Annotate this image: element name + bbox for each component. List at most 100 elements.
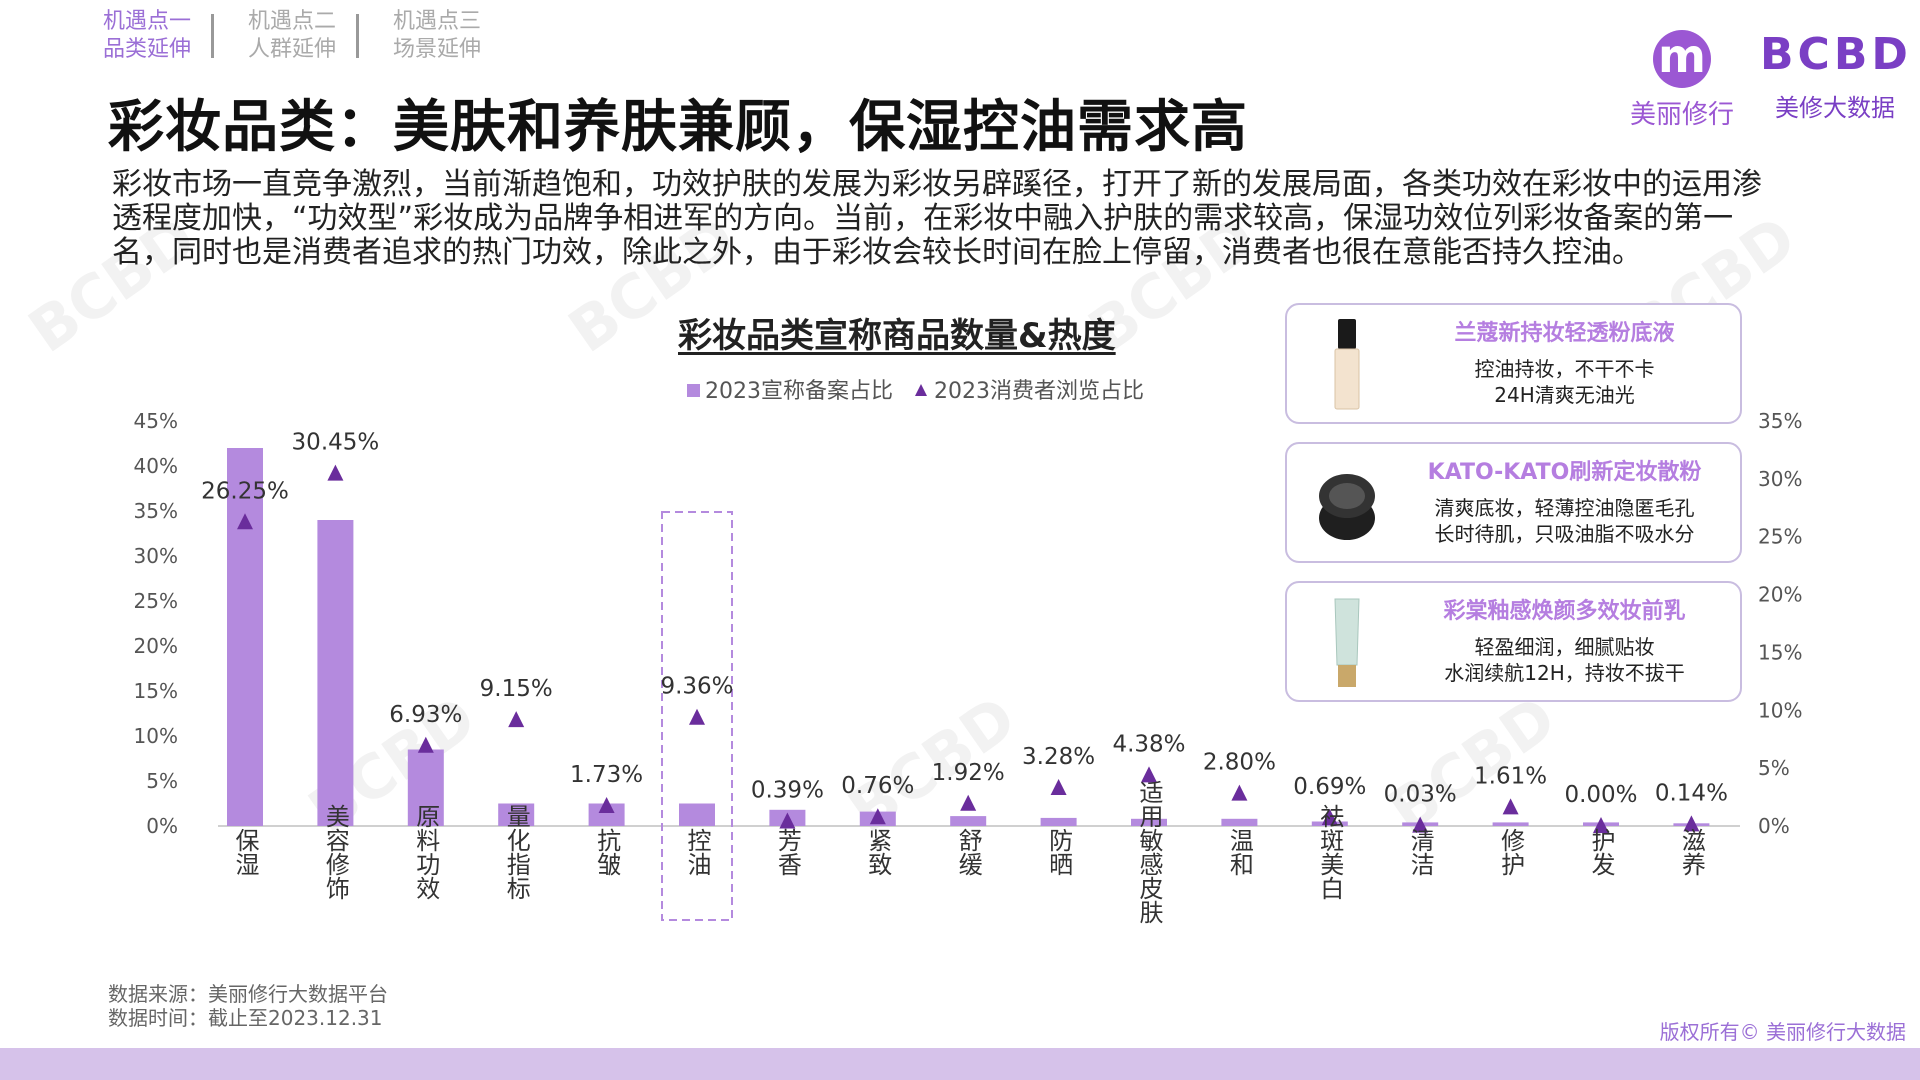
bar-10 bbox=[1131, 818, 1167, 826]
category-label: 芳香 bbox=[773, 828, 801, 876]
category-label: 原料功效 bbox=[412, 804, 440, 900]
data-label: 0.76% bbox=[841, 773, 914, 799]
triangle-marker-6 bbox=[779, 812, 796, 829]
data-label: 0.03% bbox=[1384, 782, 1457, 808]
product-claim: 24H清爽无油光 bbox=[1494, 383, 1635, 407]
meili-logo-icon: m bbox=[1653, 30, 1711, 88]
left-tick-label: 5% bbox=[146, 769, 178, 793]
nav-item-title: 机遇点三 bbox=[393, 9, 482, 34]
bcbd-logo-mark: BCBD bbox=[1760, 29, 1912, 80]
data-label: 4.38% bbox=[1112, 731, 1185, 757]
nav-item-audience[interactable]: 机遇点二 人群延伸 bbox=[248, 8, 336, 64]
data-label: 1.73% bbox=[570, 762, 643, 788]
source-date-line: 数据时间：截止至2023.12.31 bbox=[108, 1006, 383, 1030]
category-label: 抗皱 bbox=[593, 828, 621, 876]
triangle-marker-5 bbox=[689, 708, 705, 725]
bcbd-logo-text: 美修大数据 bbox=[1775, 94, 1895, 122]
bcbd-logo: BCBD 美修大数据 bbox=[1760, 28, 1910, 123]
triangle-marker-10 bbox=[1141, 766, 1157, 783]
product-card-katokato[interactable]: KATO-KATO刷新定妆散粉 清爽底妆，轻薄控油隐匿毛孔 长时待肌，只吸油脂不… bbox=[1285, 442, 1742, 563]
triangle-marker-0 bbox=[237, 513, 253, 530]
left-tick-label: 40% bbox=[134, 454, 178, 478]
nav-item-title: 机遇点二 bbox=[248, 9, 337, 34]
bar-4 bbox=[588, 803, 625, 826]
nav-item-title: 机遇点一 bbox=[103, 9, 192, 34]
triangle-marker-7 bbox=[869, 808, 886, 825]
product-claim: 长时待肌，只吸油脂不吸水分 bbox=[1434, 522, 1695, 546]
source-line: 数据来源：美丽修行大数据平台 bbox=[108, 982, 388, 1006]
nav-divider bbox=[211, 14, 215, 58]
opportunity-nav: 机遇点一 品类延伸 机遇点二 人群延伸 机遇点三 场景延伸 bbox=[103, 8, 481, 64]
legend-triangle-label: 2023消费者浏览占比 bbox=[934, 379, 1144, 404]
footer-bar bbox=[0, 1048, 1920, 1080]
data-label: 9.36% bbox=[660, 674, 733, 700]
right-tick-label: 20% bbox=[1758, 583, 1802, 607]
left-tick-label: 25% bbox=[134, 589, 178, 613]
primer-tube-icon bbox=[1334, 598, 1360, 687]
bar-8 bbox=[950, 816, 987, 826]
triangle-marker-2 bbox=[417, 736, 434, 753]
product-claim: 轻盈细润，细腻贴妆 bbox=[1474, 635, 1655, 659]
bar-14 bbox=[1492, 822, 1529, 826]
category-label: 量化指标 bbox=[502, 804, 530, 900]
nav-divider bbox=[356, 14, 360, 58]
intro-paragraph: 彩妆市场一直竞争激烈，当前渐趋饱和，功效护肤的发展为彩妆另辟蹊径，打开了新的发展… bbox=[112, 167, 1762, 270]
data-label: 0.39% bbox=[751, 777, 824, 803]
category-label: 紧致 bbox=[864, 828, 892, 876]
triangle-marker-8 bbox=[960, 794, 977, 811]
triangle-marker-12 bbox=[1321, 809, 1338, 826]
data-label: 9.15% bbox=[480, 676, 553, 702]
data-label: 3.28% bbox=[1022, 744, 1095, 770]
triangle-marker-11 bbox=[1231, 784, 1248, 801]
category-label: 祛斑美白 bbox=[1316, 804, 1344, 900]
nav-item-subtitle: 人群延伸 bbox=[248, 37, 337, 62]
category-label: 温和 bbox=[1225, 828, 1253, 876]
category-label: 护发 bbox=[1587, 828, 1615, 876]
product-claim: 水润续航12H，持妆不拔干 bbox=[1444, 661, 1685, 685]
triangle-marker-14 bbox=[1502, 798, 1519, 815]
data-label: 30.45% bbox=[292, 430, 380, 456]
foundation-bottle-icon bbox=[1334, 319, 1360, 410]
nav-item-scene[interactable]: 机遇点三 场景延伸 bbox=[393, 8, 481, 64]
bar-11 bbox=[1221, 818, 1258, 826]
data-label: 2.80% bbox=[1203, 750, 1276, 776]
meili-logo-text: 美丽修行 bbox=[1629, 100, 1734, 130]
right-tick-label: 30% bbox=[1758, 467, 1802, 491]
chart-legend: 2023宣称备案占比 2023消费者浏览占比 bbox=[687, 379, 1144, 404]
data-label: 0.00% bbox=[1564, 782, 1637, 808]
product-card-lancome[interactable]: 兰蔻新持妆轻透粉底液 控油持妆，不干不卡 24H清爽无油光 bbox=[1285, 303, 1742, 424]
left-tick-label: 0% bbox=[146, 814, 178, 838]
triangle-marker-15 bbox=[1593, 817, 1609, 833]
triangle-marker-16 bbox=[1683, 815, 1700, 832]
page-title: 彩妆品类：美肤和养肤兼顾，保湿控油需求高 bbox=[108, 95, 1248, 160]
bar-2 bbox=[407, 749, 444, 826]
right-tick-label: 35% bbox=[1758, 409, 1802, 433]
left-tick-label: 15% bbox=[134, 679, 178, 703]
bar-0 bbox=[227, 448, 263, 826]
bar-9 bbox=[1040, 817, 1077, 826]
data-label: 1.61% bbox=[1474, 763, 1547, 789]
data-source: 数据来源：美丽修行大数据平台 数据时间：截止至2023.12.31 bbox=[108, 982, 388, 1030]
data-label: 26.25% bbox=[201, 478, 289, 504]
right-tick-label: 15% bbox=[1758, 640, 1802, 664]
category-label: 保湿 bbox=[231, 828, 259, 876]
category-label: 防晒 bbox=[1045, 828, 1073, 876]
bar-1 bbox=[317, 520, 354, 826]
data-label: 0.69% bbox=[1293, 774, 1366, 800]
chart-title: 彩妆品类宣称商品数量&热度 bbox=[678, 316, 1116, 356]
legend-triangle-swatch bbox=[915, 384, 927, 396]
meili-xiuxing-logo: m 美丽修行 bbox=[1622, 30, 1742, 131]
nav-item-category[interactable]: 机遇点一 品类延伸 bbox=[103, 8, 191, 64]
category-label: 清洁 bbox=[1406, 828, 1434, 876]
bar-5 bbox=[679, 803, 715, 826]
triangle-marker-9 bbox=[1050, 779, 1067, 796]
data-label: 6.93% bbox=[389, 702, 462, 728]
left-tick-label: 45% bbox=[134, 409, 178, 433]
legend-bar-swatch bbox=[687, 384, 700, 397]
product-name: KATO-KATO刷新定妆散粉 bbox=[1427, 460, 1702, 485]
product-card-caitang[interactable]: 彩棠釉感焕颜多效妆前乳 轻盈细润，细腻贴妆 水润续航12H，持妆不拔干 bbox=[1285, 581, 1742, 702]
product-claim: 控油持妆，不干不卡 bbox=[1474, 357, 1655, 381]
product-name: 彩棠釉感焕颜多效妆前乳 bbox=[1443, 599, 1686, 624]
category-label: 舒缓 bbox=[954, 828, 982, 876]
